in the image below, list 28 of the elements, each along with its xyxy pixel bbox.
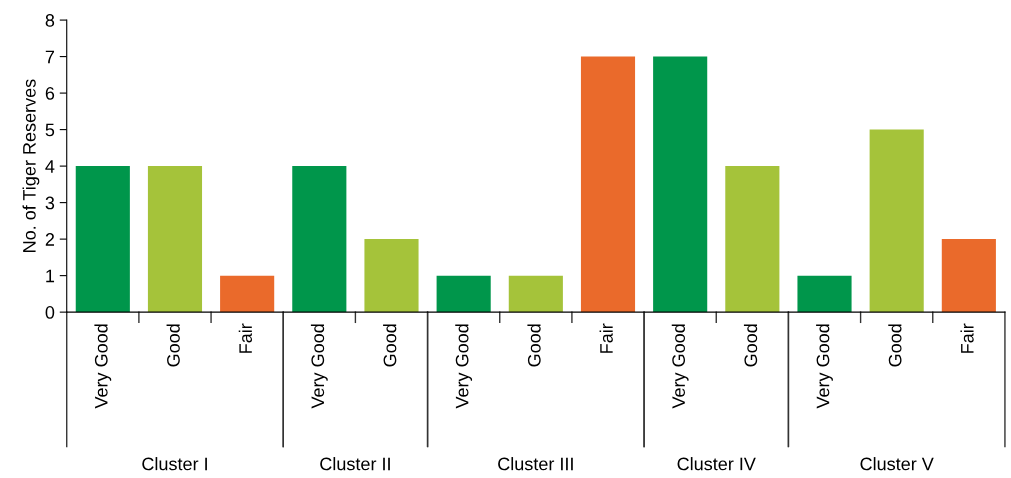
text: Cluster I bbox=[142, 457, 207, 471]
text: Cluster IV bbox=[677, 457, 756, 471]
y-axis-title: No. of Tiger Reserves bbox=[22, 79, 40, 252]
x-tick-label: Good bbox=[888, 324, 902, 367]
y-tick-label: 6 bbox=[45, 87, 55, 100]
x-tick-label: Very Good bbox=[671, 324, 689, 409]
y-tick-label: 1 bbox=[46, 269, 55, 283]
x-tick-label: Very Good bbox=[310, 324, 328, 409]
y-tick-label: 7 bbox=[45, 50, 55, 64]
y-tick-label: 8 bbox=[45, 14, 55, 27]
x-tick-label: Fair bbox=[238, 323, 252, 353]
x-tick-label: Good bbox=[743, 324, 758, 367]
y-tick-label: 2 bbox=[45, 233, 55, 246]
x-tick-label: Fair bbox=[599, 323, 613, 353]
x-tick-label: Good bbox=[383, 324, 397, 367]
y-tick-label: 5 bbox=[45, 123, 55, 137]
text: Cluster V bbox=[860, 457, 934, 471]
x-tick-label: Good bbox=[166, 324, 180, 367]
x-tick-label: Very Good bbox=[816, 324, 833, 409]
y-tick-label: 4 bbox=[45, 160, 55, 173]
text: Cluster III bbox=[498, 457, 573, 471]
x-tick-label: Very Good bbox=[455, 324, 473, 409]
y-tick-label: 0 bbox=[45, 306, 55, 319]
text: Cluster II bbox=[320, 457, 390, 471]
x-tick-label: Good bbox=[527, 324, 541, 367]
y-tick-label: 3 bbox=[45, 196, 55, 210]
x-tick-label: Fair bbox=[960, 323, 974, 353]
x-tick-label: Very Good bbox=[94, 324, 112, 409]
